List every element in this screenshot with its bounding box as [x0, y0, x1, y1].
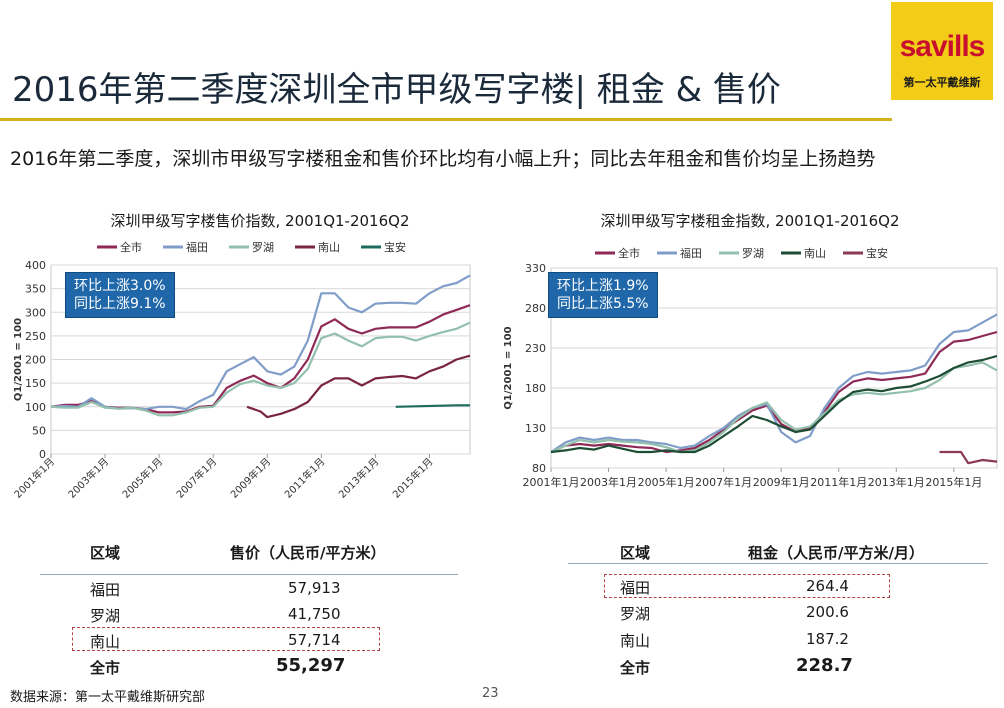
- table-row-region: 全市: [90, 659, 121, 677]
- price-table-header-region: 区域: [90, 544, 121, 562]
- y-tick-label: 100: [25, 401, 46, 414]
- series-line: [550, 354, 998, 454]
- legend-label: 宝安: [866, 246, 888, 260]
- y-axis-label: Q1/2001 = 100: [503, 326, 514, 409]
- rent-table-header-region: 区域: [620, 544, 651, 562]
- page-number: 23: [482, 686, 499, 701]
- x-tick-label: 2015年1月: [925, 475, 982, 489]
- x-tick-label: 2005年1月: [638, 475, 695, 489]
- rent-yoy-text: 同比上涨5.5%: [557, 296, 649, 312]
- table-row-value: 41,750: [288, 605, 341, 623]
- table-row-value: 57,913: [288, 579, 341, 597]
- series-line: [50, 304, 471, 414]
- legend-label: 南山: [318, 241, 340, 254]
- x-tick-label: 2009年1月: [753, 475, 810, 489]
- rent-change-callout: 环比上涨1.9% 同比上涨5.5%: [548, 272, 658, 318]
- series-line: [50, 321, 471, 417]
- table-row-value: 187.2: [806, 630, 849, 648]
- y-tick-label: 350: [25, 283, 46, 296]
- table-row-value: 200.6: [806, 603, 849, 621]
- table-row-region: 罗湖: [620, 605, 651, 623]
- table-row-region: 福田: [620, 579, 651, 597]
- legend-label: 罗湖: [252, 241, 274, 254]
- price-change-callout: 环比上涨3.0% 同比上涨9.1%: [65, 272, 175, 318]
- logo-wordmark: savills: [899, 30, 986, 63]
- x-tick-label: 2007年1月: [695, 475, 752, 489]
- x-tick-label: 2001年1月: [523, 475, 580, 489]
- table-row-region: 罗湖: [90, 607, 121, 625]
- x-tick-label: 2005年1月: [119, 455, 165, 501]
- series-line: [939, 450, 998, 465]
- rent-qoq-text: 环比上涨1.9%: [557, 278, 649, 294]
- y-tick-label: 0: [39, 448, 46, 461]
- x-tick-label: 2003年1月: [580, 475, 637, 489]
- rent-highlight-box: [604, 574, 890, 598]
- logo-subtitle: 第一太平戴维斯: [903, 76, 981, 89]
- y-axis-label: Q1/2001 = 100: [13, 318, 24, 401]
- table-row-region: 福田: [90, 581, 121, 599]
- price-yoy-text: 同比上涨9.1%: [74, 296, 166, 312]
- y-tick-label: 180: [525, 382, 546, 395]
- legend-label: 全市: [120, 240, 142, 254]
- series-line: [550, 361, 998, 454]
- table-row-region: 南山: [90, 633, 121, 651]
- rent-table-rule: [568, 563, 988, 564]
- legend-label: 罗湖: [742, 247, 764, 260]
- y-tick-label: 130: [525, 422, 546, 435]
- series-line: [395, 404, 470, 408]
- x-tick-label: 2013年1月: [868, 475, 925, 489]
- x-tick-label: 2013年1月: [336, 455, 382, 501]
- y-tick-label: 200: [25, 354, 46, 367]
- x-tick-label: 2001年1月: [11, 455, 57, 501]
- legend-label: 宝安: [384, 240, 406, 254]
- y-tick-label: 250: [25, 330, 46, 343]
- y-tick-label: 230: [525, 342, 546, 355]
- series-line: [550, 313, 998, 453]
- page-subtitle: 2016年第二季度，深圳市甲级写字楼租金和售价环比均有小幅上升；同比去年租金和售…: [10, 148, 876, 170]
- x-tick-label: 2003年1月: [65, 455, 111, 501]
- legend-label: 福田: [186, 240, 208, 254]
- price-table: 区域 售价（人民币/平方米） 福田 57,913 罗湖 41,750 南山 57…: [40, 536, 458, 686]
- rent-table: 区域 租金（人民币/平方米/月） 福田 264.4 罗湖 200.6 南山 18…: [568, 536, 988, 686]
- x-tick-label: 2011年1月: [810, 475, 867, 489]
- x-tick-label: 2015年1月: [390, 455, 436, 501]
- title-divider: [0, 118, 892, 121]
- y-tick-label: 330: [525, 262, 546, 275]
- price-qoq-text: 环比上涨3.0%: [74, 278, 166, 294]
- y-tick-label: 400: [25, 259, 46, 272]
- y-tick-label: 80: [532, 462, 546, 475]
- rent-chart-title: 深圳甲级写字楼租金指数, 2001Q1-2016Q2: [600, 212, 900, 230]
- table-row-value-total: 228.7: [796, 655, 853, 676]
- x-tick-label: 2011年1月: [282, 455, 328, 501]
- x-tick-label: 2007年1月: [173, 455, 219, 501]
- table-row-value: 57,714: [288, 631, 341, 649]
- savills-logo: savills 第一太平戴维斯: [891, 2, 993, 100]
- price-table-header-value: 售价（人民币/平方米）: [230, 544, 386, 562]
- series-line: [550, 330, 998, 454]
- series-line: [246, 354, 471, 419]
- y-tick-label: 50: [32, 424, 46, 437]
- price-highlight-box: [72, 627, 380, 651]
- legend-label: 全市: [618, 246, 640, 260]
- legend-label: 南山: [804, 247, 826, 260]
- x-tick-label: 2009年1月: [228, 455, 274, 501]
- price-chart-title: 深圳甲级写字楼售价指数, 2001Q1-2016Q2: [110, 212, 410, 230]
- y-tick-label: 280: [525, 302, 546, 315]
- legend-label: 福田: [680, 246, 702, 260]
- rent-table-header-value: 租金（人民币/平方米/月）: [748, 544, 924, 562]
- y-tick-label: 150: [25, 377, 46, 390]
- table-row-value: 264.4: [806, 577, 849, 595]
- table-row-value-total: 55,297: [276, 655, 346, 676]
- y-tick-label: 300: [25, 306, 46, 319]
- page-title: 2016年第二季度深圳全市甲级写字楼| 租金 & 售价: [12, 70, 781, 110]
- source-note: 数据来源：第一太平戴维斯研究部: [10, 690, 206, 705]
- price-table-rule: [40, 574, 458, 575]
- table-row-region: 南山: [620, 632, 651, 650]
- table-row-region: 全市: [620, 659, 651, 677]
